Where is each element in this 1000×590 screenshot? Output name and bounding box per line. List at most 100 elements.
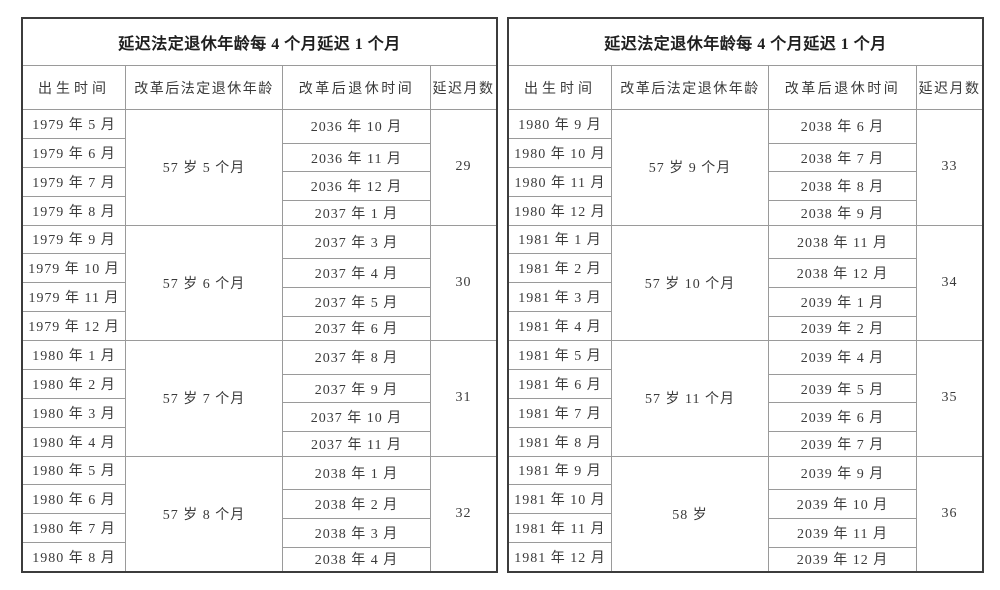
retirement-age-column: 57 岁 8 个月 xyxy=(126,456,283,571)
birth-month-cell: 1980 年 4 月 xyxy=(32,435,116,451)
retirement-age-column: 58 岁 xyxy=(612,456,769,571)
birth-month-cell: 1980 年 1 月 xyxy=(23,341,125,370)
column-header-delay-months: 延迟月数 xyxy=(918,81,981,97)
retirement-time-cell: 2038 年 6 月 xyxy=(769,110,916,144)
table-group: 1979 年 9 月 1979 年 10 月 1979 年 11 月 1979 年 1… xyxy=(23,224,496,340)
birth-month-cell: 1981 年 12 月 xyxy=(514,551,606,567)
column-header-retire-time: 改革后退休时间 xyxy=(769,66,917,109)
delay-months-cell: 30 xyxy=(455,274,472,290)
retirement-time-cell: 2036 年 10 月 xyxy=(283,110,430,144)
delay-months-cell: 31 xyxy=(455,390,472,406)
birth-month-column: 1981 年 9 月 1981 年 10 月 1981 年 11 月 1981 年 1… xyxy=(509,456,612,571)
retirement-age-column: 57 岁 7 个月 xyxy=(126,341,283,456)
column-header-birth-time: 出生时间 xyxy=(23,66,126,109)
birth-month-column: 1980 年 5 月 1980 年 6 月 1980 年 7 月 1980 年 8 月 xyxy=(23,456,126,571)
birth-month-column: 1980 年 1 月 1980 年 2 月 1980 年 3 月 1980 年 4 月 xyxy=(23,341,126,456)
birth-month-cell: 1981 年 6 月 xyxy=(509,370,611,399)
birth-month-cell: 1981 年 5 月 xyxy=(509,341,611,370)
column-header-retire-time: 改革后退休时间 xyxy=(283,66,431,109)
delay-months-column: 33 xyxy=(917,110,982,225)
table-title: 延迟法定退休年龄每 4 个月延迟 1 个月 xyxy=(23,19,496,66)
retirement-age-column: 57 岁 5 个月 xyxy=(126,110,283,225)
delay-months-column: 29 xyxy=(431,110,496,225)
table-group: 1980 年 1 月 1980 年 2 月 1980 年 3 月 1980 年 4 月… xyxy=(23,340,496,456)
column-header-row: 出生时间 改革后法定退休年龄 改革后退休时间 延迟月数 xyxy=(509,66,982,110)
table-group: 1979 年 5 月 1979 年 6 月 1979 年 7 月 1979 年 8 月… xyxy=(23,110,496,225)
retirement-time-cell: 2037 年 8 月 xyxy=(283,341,430,375)
retirement-age-cell: 57 岁 7 个月 xyxy=(162,392,246,408)
retirement-time-cell: 2038 年 3 月 xyxy=(283,519,430,548)
delay-months-column: 31 xyxy=(431,341,496,456)
retirement-age-cell: 57 岁 6 个月 xyxy=(162,276,246,292)
retirement-time-column: 2038 年 11 月 2038 年 12 月 2039 年 1 月 2039 年 2… xyxy=(769,225,917,340)
retirement-time-cell: 2036 年 12 月 xyxy=(283,172,430,202)
retirement-age-cell: 58 岁 xyxy=(672,507,708,523)
birth-month-cell: 1979 年 10 月 xyxy=(23,254,125,284)
birth-month-cell: 1980 年 10 月 xyxy=(509,139,611,168)
retirement-time-cell: 2037 年 1 月 xyxy=(314,206,399,222)
birth-month-cell: 1981 年 9 月 xyxy=(509,457,611,486)
retirement-age-column: 57 岁 11 个月 xyxy=(612,341,769,456)
retirement-time-column: 2038 年 6 月 2038 年 7 月 2038 年 8 月 2038 年 9 月 xyxy=(769,110,917,225)
birth-month-column: 1981 年 5 月 1981 年 6 月 1981 年 7 月 1981 年 8 月 xyxy=(509,341,612,456)
table-body: 1980 年 9 月 1980 年 10 月 1980 年 11 月 1980 年 1… xyxy=(509,110,982,571)
retirement-time-cell: 2039 年 5 月 xyxy=(769,375,916,404)
birth-month-cell: 1981 年 2 月 xyxy=(509,254,611,284)
birth-month-column: 1981 年 1 月 1981 年 2 月 1981 年 3 月 1981 年 4 月 xyxy=(509,225,612,340)
birth-month-cell: 1979 年 8 月 xyxy=(32,204,116,220)
birth-month-cell: 1981 年 1 月 xyxy=(509,226,611,255)
retirement-time-cell: 2039 年 10 月 xyxy=(769,490,916,519)
retirement-time-cell: 2037 年 6 月 xyxy=(314,322,399,338)
birth-month-cell: 1980 年 12 月 xyxy=(514,204,606,220)
retirement-time-cell: 2039 年 11 月 xyxy=(769,519,916,548)
retirement-time-cell: 2038 年 1 月 xyxy=(283,457,430,491)
birth-month-cell: 1981 年 10 月 xyxy=(509,485,611,515)
retirement-table-right: 延迟法定退休年龄每 4 个月延迟 1 个月 出生时间 改革后法定退休年龄 改革后… xyxy=(507,17,984,573)
retirement-age-cell: 57 岁 11 个月 xyxy=(645,392,735,408)
retirement-time-cell: 2037 年 11 月 xyxy=(311,437,402,453)
birth-month-cell: 1979 年 5 月 xyxy=(23,110,125,139)
birth-month-column: 1979 年 9 月 1979 年 10 月 1979 年 11 月 1979 年 1… xyxy=(23,225,126,340)
delay-months-cell: 34 xyxy=(941,274,958,290)
retirement-time-cell: 2038 年 12 月 xyxy=(769,259,916,288)
retirement-time-column: 2037 年 3 月 2037 年 4 月 2037 年 5 月 2037 年 6 月 xyxy=(283,225,431,340)
retirement-time-column: 2038 年 1 月 2038 年 2 月 2038 年 3 月 2038 年 4 月 xyxy=(283,456,431,571)
retirement-time-cell: 2037 年 9 月 xyxy=(283,375,430,404)
table-group: 1981 年 5 月 1981 年 6 月 1981 年 7 月 1981 年 8 月… xyxy=(509,340,982,456)
delay-months-cell: 32 xyxy=(455,505,472,521)
retirement-time-cell: 2037 年 5 月 xyxy=(283,288,430,317)
retirement-time-cell: 2038 年 7 月 xyxy=(769,144,916,173)
retirement-time-cell: 2039 年 7 月 xyxy=(800,437,885,453)
retirement-time-cell: 2039 年 9 月 xyxy=(769,457,916,491)
table-group: 1980 年 5 月 1980 年 6 月 1980 年 7 月 1980 年 8 月… xyxy=(23,455,496,572)
retirement-time-column: 2036 年 10 月 2036 年 11 月 2036 年 12 月 2037 年 … xyxy=(283,110,431,225)
retirement-time-column: 2037 年 8 月 2037 年 9 月 2037 年 10 月 2037 年 11… xyxy=(283,341,431,456)
birth-month-cell: 1979 年 12 月 xyxy=(28,320,120,336)
column-header-statutory-age: 改革后法定退休年龄 xyxy=(126,66,283,109)
retirement-time-cell: 2039 年 4 月 xyxy=(769,341,916,375)
table-title: 延迟法定退休年龄每 4 个月延迟 1 个月 xyxy=(509,19,982,66)
retirement-time-cell: 2039 年 12 月 xyxy=(796,553,889,569)
retirement-time-column: 2039 年 9 月 2039 年 10 月 2039 年 11 月 2039 年 1… xyxy=(769,456,917,571)
retirement-time-cell: 2037 年 10 月 xyxy=(283,403,430,433)
delay-months-column: 34 xyxy=(917,226,982,341)
retirement-age-cell: 57 岁 5 个月 xyxy=(162,161,246,177)
birth-month-cell: 1980 年 11 月 xyxy=(509,168,611,197)
delay-months-cell: 35 xyxy=(941,390,958,406)
table-body: 1979 年 5 月 1979 年 6 月 1979 年 7 月 1979 年 8 月… xyxy=(23,110,496,571)
birth-month-cell: 1981 年 3 月 xyxy=(509,283,611,313)
retirement-time-cell: 2038 年 2 月 xyxy=(283,490,430,519)
birth-month-cell: 1980 年 3 月 xyxy=(23,399,125,428)
column-header-statutory-age: 改革后法定退休年龄 xyxy=(612,66,769,109)
birth-month-cell: 1981 年 4 月 xyxy=(518,320,602,336)
birth-month-cell: 1979 年 6 月 xyxy=(23,139,125,168)
delay-months-column: 36 xyxy=(917,457,982,572)
birth-month-cell: 1980 年 6 月 xyxy=(23,485,125,515)
table-group: 1980 年 9 月 1980 年 10 月 1980 年 11 月 1980 年 1… xyxy=(509,110,982,225)
retirement-time-cell: 2038 年 11 月 xyxy=(769,226,916,260)
delay-months-column: 32 xyxy=(431,457,496,572)
retirement-time-cell: 2037 年 3 月 xyxy=(283,226,430,260)
column-header-birth-time: 出生时间 xyxy=(509,66,612,109)
tables-row: 延迟法定退休年龄每 4 个月延迟 1 个月 出生时间 改革后法定退休年龄 改革后… xyxy=(21,17,984,573)
